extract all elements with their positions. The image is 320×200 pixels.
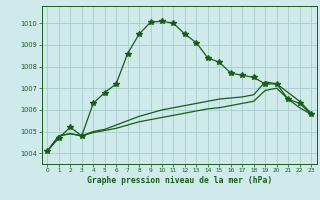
X-axis label: Graphe pression niveau de la mer (hPa): Graphe pression niveau de la mer (hPa) [87,176,272,185]
